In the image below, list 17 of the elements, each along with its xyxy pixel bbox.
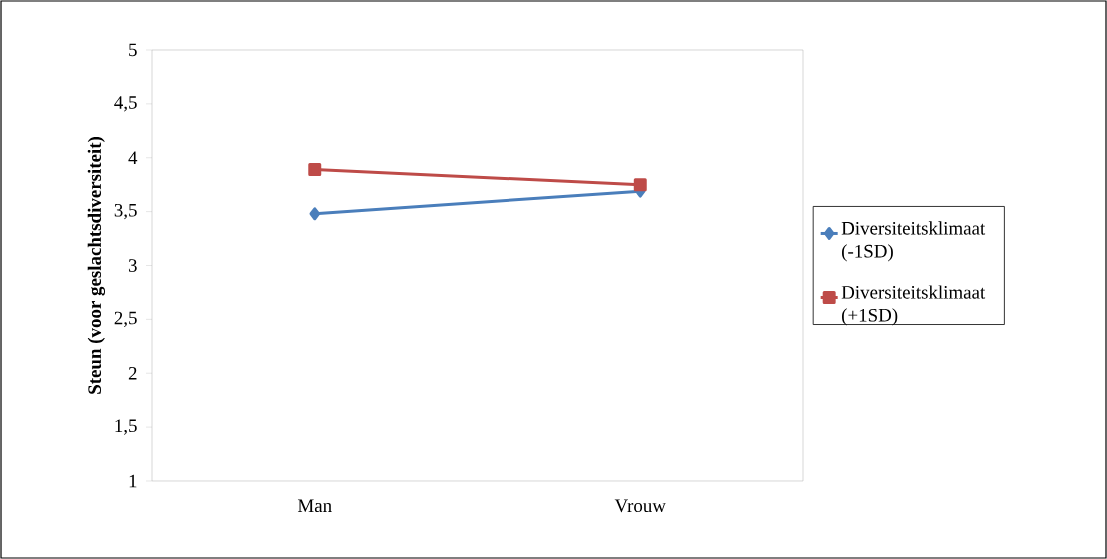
y-tick-label: 2 [128,366,137,380]
point [309,207,320,221]
y-tick-label: 4,5 [114,96,137,112]
legend-label: Diversiteitsklimaat (+1SD) [841,285,986,326]
y-axis-title: Steun (voor geslachtsdiversiteit) [87,136,106,394]
y-tick-label: 4 [128,151,138,164]
point [633,178,647,192]
y-tick-label: 1,5 [115,419,137,435]
x-tick-label: Vrouw [614,499,666,513]
y-tick-label: 5 [129,43,137,57]
point [308,163,322,177]
x-tick-label: Man [297,499,332,513]
y-tick-label: 3 [128,259,137,272]
y-tick-label: 2,5 [114,311,137,328]
y-tick-label: 1 [129,474,137,488]
y-tick-label: 3,5 [114,203,137,220]
legend-label: Diversiteitsklimaat (-1SD) [841,221,986,262]
